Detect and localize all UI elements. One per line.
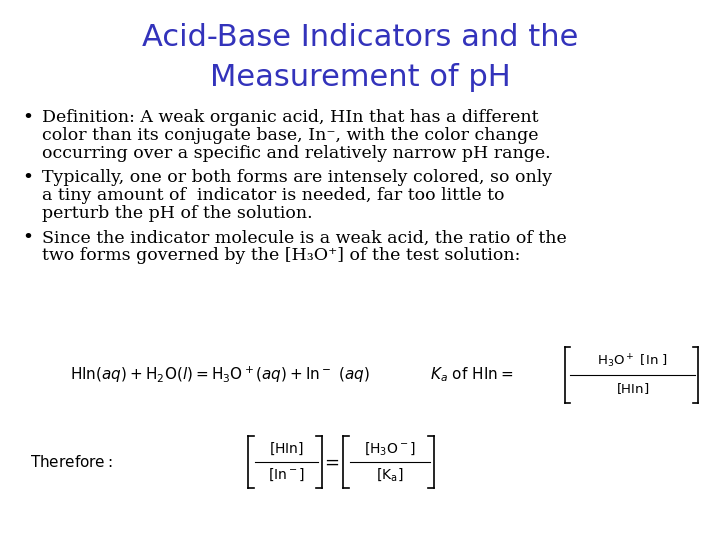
Text: •: • [22, 109, 33, 127]
Text: Measurement of pH: Measurement of pH [210, 64, 510, 92]
Text: $\mathrm{[H_3O^-]}$: $\mathrm{[H_3O^-]}$ [364, 441, 416, 457]
Text: $\mathrm{[K_a]}$: $\mathrm{[K_a]}$ [377, 467, 404, 483]
Text: $K_a\ \mathrm{of\ HIn} = $: $K_a\ \mathrm{of\ HIn} = $ [430, 366, 513, 384]
Text: •: • [22, 169, 33, 187]
Text: color than its conjugate base, In⁻, with the color change: color than its conjugate base, In⁻, with… [42, 127, 539, 145]
Text: Definition: A weak organic acid, HIn that has a different: Definition: A weak organic acid, HIn tha… [42, 110, 539, 126]
Text: $\mathrm{[In^-]}$: $\mathrm{[In^-]}$ [268, 467, 305, 483]
Text: perturb the pH of the solution.: perturb the pH of the solution. [42, 206, 312, 222]
Text: $\mathrm{[HIn]}$: $\mathrm{[HIn]}$ [616, 382, 649, 396]
Text: $\mathrm{[HIn]}$: $\mathrm{[HIn]}$ [269, 441, 304, 457]
Text: Since the indicator molecule is a weak acid, the ratio of the: Since the indicator molecule is a weak a… [42, 230, 567, 246]
Text: Acid-Base Indicators and the: Acid-Base Indicators and the [142, 24, 578, 52]
Text: $\mathrm{H_3O^+\ [In\ ]}$: $\mathrm{H_3O^+\ [In\ ]}$ [597, 352, 668, 370]
Text: two forms governed by the [H₃O⁺] of the test solution:: two forms governed by the [H₃O⁺] of the … [42, 247, 521, 265]
Text: Typically, one or both forms are intensely colored, so only: Typically, one or both forms are intense… [42, 170, 552, 186]
Text: •: • [22, 229, 33, 247]
Text: $\mathrm{Therefore :}$: $\mathrm{Therefore :}$ [30, 454, 113, 470]
Text: $=$: $=$ [320, 453, 339, 471]
Text: occurring over a specific and relatively narrow pH range.: occurring over a specific and relatively… [42, 145, 551, 163]
Text: a tiny amount of  indicator is needed, far too little to: a tiny amount of indicator is needed, fa… [42, 187, 505, 205]
Text: $\mathrm{HIn}(aq)+\mathrm{H_2O}(l)=\mathrm{H_3O^+}(aq)+\mathrm{In^-}\ (aq)$: $\mathrm{HIn}(aq)+\mathrm{H_2O}(l)=\math… [70, 365, 369, 385]
